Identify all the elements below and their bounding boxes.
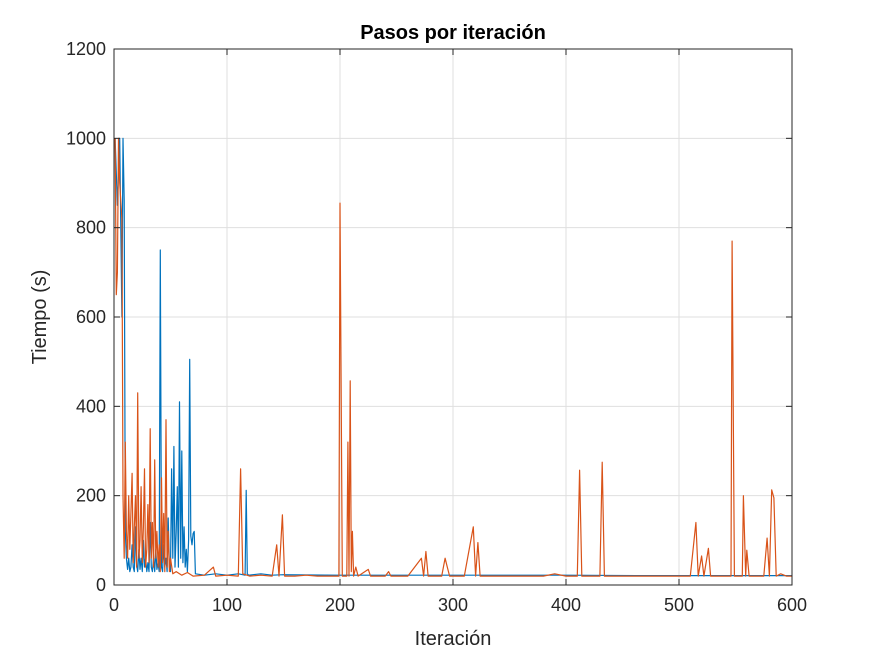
y-tick-label: 400 bbox=[76, 396, 106, 416]
ticks: 0 100 200 300 400 500 600 0 200 400 600 800 1000 1200 bbox=[66, 39, 807, 615]
y-tick-label: 200 bbox=[76, 486, 106, 506]
x-tick-label: 300 bbox=[438, 595, 468, 615]
x-tick-label: 100 bbox=[212, 595, 242, 615]
y-tick-label: 0 bbox=[96, 575, 106, 595]
x-axis-title: Iteración bbox=[415, 628, 492, 650]
x-tick-label: 0 bbox=[109, 595, 119, 615]
y-tick-label: 1200 bbox=[66, 39, 106, 59]
y-axis-title: Tiempo (s) bbox=[29, 270, 51, 365]
chart-title: Pasos por iteración bbox=[360, 22, 546, 44]
grid-lines bbox=[114, 49, 792, 585]
y-tick-label: 600 bbox=[76, 307, 106, 327]
x-tick-label: 400 bbox=[551, 595, 581, 615]
series-group bbox=[114, 137, 792, 577]
x-tick-label: 500 bbox=[664, 595, 694, 615]
y-tick-label: 800 bbox=[76, 218, 106, 238]
x-tick-label: 600 bbox=[777, 595, 807, 615]
y-tick-label: 1000 bbox=[66, 128, 106, 148]
series-line-1 bbox=[114, 137, 792, 577]
x-tick-label: 200 bbox=[325, 595, 355, 615]
series-line-2 bbox=[114, 137, 792, 577]
